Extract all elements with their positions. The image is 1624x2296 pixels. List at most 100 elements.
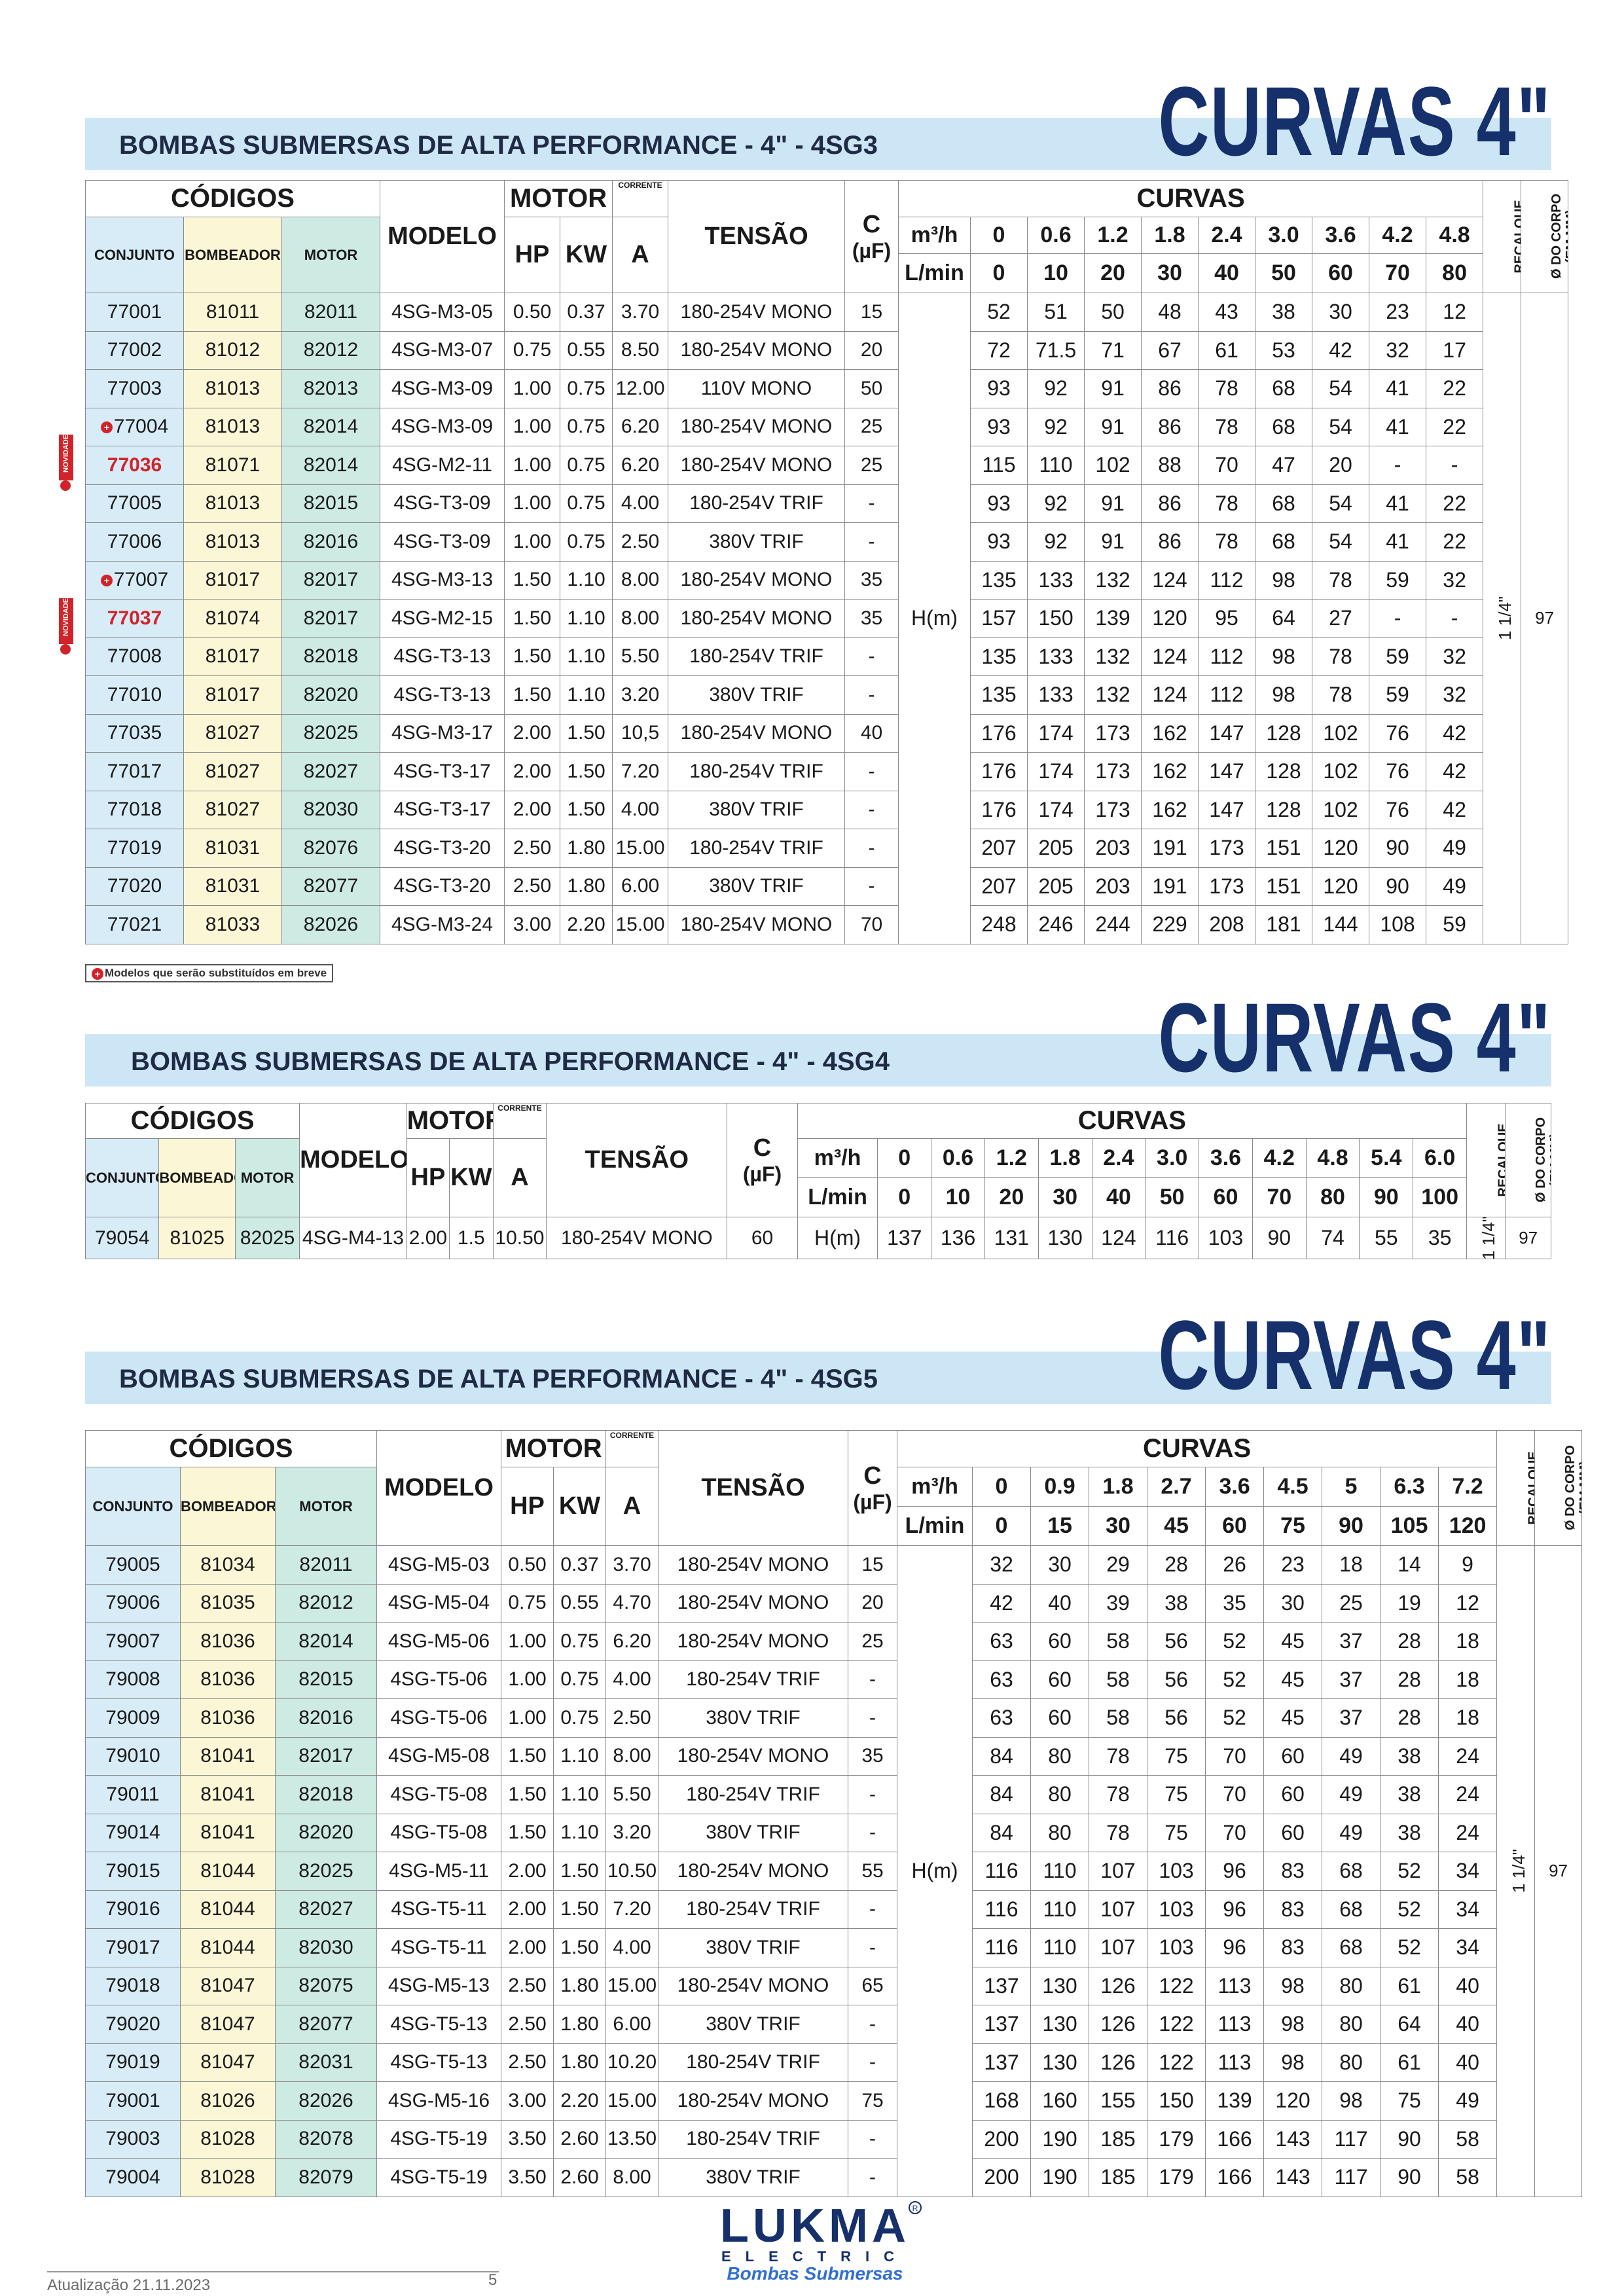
table-row: 77003 81013 82013 4SG-M3-09 1.00 0.75 12.00 110…	[85, 369, 1568, 408]
model-cell: 4SG-M5-04	[376, 1583, 502, 1623]
table-row: 77036 81071 82014 4SG-M2-11 1.00 0.75 6.20 180-…	[85, 446, 1568, 485]
motor-col-header: MOTOR	[281, 217, 381, 293]
head-value-cell: 80	[1030, 1813, 1090, 1852]
head-value-cell: 22	[1426, 484, 1484, 523]
head-value-cell: 37	[1322, 1660, 1381, 1699]
motor-code: 82078	[274, 2119, 378, 2159]
kw-cell: 1.50	[553, 1852, 607, 1891]
flow-lmin-cell: 0	[972, 1506, 1032, 1546]
head-value-cell: 84	[972, 1813, 1032, 1852]
conjunto-value: 77008	[107, 645, 162, 668]
head-value-cell: 68	[1255, 484, 1313, 523]
head-value-cell: 137	[972, 2043, 1032, 2082]
model-cell: 4SG-M2-15	[380, 599, 505, 638]
motor-code: 82077	[274, 2005, 378, 2044]
flow-lmin-cell: 20	[984, 1177, 1039, 1217]
table-row: 79008 81036 82015 4SG-T5-06 1.00 0.75 4.00 180-…	[85, 1660, 1582, 1699]
head-value-cell: 28	[1380, 1660, 1439, 1699]
tensao-cell: 180-254V MONO	[668, 599, 846, 638]
recalque-cell: 1 1/4"	[1483, 293, 1522, 944]
motor-code: 82016	[281, 522, 381, 562]
conjunto-value: 79004	[105, 2166, 160, 2188]
kw-cell: 0.75	[560, 484, 613, 523]
capacitor-cell: 25	[844, 407, 899, 446]
head-value-cell: 76	[1369, 713, 1427, 753]
head-value-cell: 23	[1263, 1545, 1323, 1585]
hp-cell: 3.00	[501, 2081, 554, 2121]
head-value-cell: 132	[1084, 675, 1142, 715]
table-row: 79054 81025 82025 4SG-M4-13 2.00 1.5 10.50 180-…	[84, 1217, 1551, 1259]
kw-cell: 0.75	[553, 1698, 607, 1738]
head-value-cell: 32	[1426, 560, 1484, 600]
conjunto-header: CONJUNTO	[84, 1138, 160, 1217]
motor-col-header: MOTOR	[274, 1467, 378, 1546]
modelo-header: MODELO	[380, 180, 505, 293]
motor-code: 82077	[281, 867, 381, 906]
flow-lmin-cell: 30	[1038, 1177, 1092, 1217]
tensao-cell: 380V TRIF	[658, 1813, 849, 1852]
conjunto-value: 79019	[105, 2051, 160, 2073]
head-value-cell: 190	[1030, 2119, 1090, 2159]
head-value-cell: -	[1426, 599, 1484, 638]
motor-code: 82015	[274, 1660, 378, 1699]
head-value-cell: 143	[1263, 2158, 1323, 2197]
bombeador-code: 81047	[180, 1966, 276, 2005]
head-value-cell: 132	[1084, 560, 1142, 600]
kw-cell: 2.60	[553, 2158, 607, 2197]
amp-cell: 6.20	[612, 407, 669, 446]
amp-cell: 5.50	[612, 637, 669, 676]
head-value-cell: 60	[1030, 1660, 1090, 1699]
head-value-cell: 173	[1198, 867, 1256, 906]
tensao-cell: 380V TRIF	[668, 867, 846, 906]
model-cell: 4SG-M5-13	[376, 1966, 502, 2005]
bombeador-code: 81017	[183, 675, 282, 715]
conjunto-value: 79018	[105, 1975, 160, 1997]
amp-cell: 8.50	[612, 331, 669, 370]
head-value-cell: 12	[1438, 1583, 1498, 1623]
flow-lmin-cell: 80	[1305, 1177, 1360, 1217]
section-header: BOMBAS SUBMERSAS DE ALTA PERFORMANCE - 4…	[85, 982, 1551, 1119]
kw-cell: 1.10	[560, 637, 613, 676]
head-value-cell: 122	[1147, 2005, 1206, 2044]
head-value-cell: 126	[1089, 1966, 1148, 2005]
amp-cell: 8.00	[605, 2158, 659, 2197]
head-value-cell: 40	[1438, 2005, 1498, 2044]
head-value-cell: 54	[1312, 522, 1370, 562]
motor-code: 82020	[274, 1813, 378, 1852]
tensao-cell: 180-254V MONO	[658, 1852, 849, 1891]
hp-cell: 0.50	[504, 293, 561, 332]
flow-m3h-cell: 3.0	[1255, 217, 1313, 254]
bombeador-code: 81013	[183, 522, 282, 562]
table-row: 77021 81033 82026 4SG-M3-24 3.00 2.20 15.00 180…	[85, 905, 1568, 944]
head-value-cell: 28	[1380, 1622, 1439, 1661]
section-header: BOMBAS SUBMERSAS DE ALTA PERFORMANCE - 4…	[85, 1299, 1551, 1437]
head-value-cell: 24	[1438, 1813, 1498, 1852]
conjunto-code: 77017	[85, 752, 184, 791]
flow-m3h-cell: 2.4	[1091, 1138, 1146, 1178]
head-value-cell: 173	[1198, 829, 1256, 868]
head-value-cell: 84	[972, 1775, 1032, 1814]
head-value-cell: 102	[1312, 713, 1370, 753]
capacitor-cell: -	[848, 1890, 898, 1929]
head-value-cell: 78	[1089, 1736, 1148, 1776]
head-value-cell: 124	[1091, 1217, 1146, 1259]
head-value-cell: 34	[1438, 1928, 1498, 1967]
head-value-cell: 63	[972, 1622, 1032, 1661]
head-value-cell: 30	[1030, 1545, 1090, 1585]
head-value-cell: 176	[970, 752, 1028, 791]
head-value-cell: 38	[1255, 293, 1313, 332]
motor-code: 82015	[281, 484, 381, 523]
head-label: H(m)	[898, 293, 971, 944]
conjunto-value: 77021	[107, 913, 162, 935]
amp-cell: 10.50	[605, 1852, 659, 1891]
model-cell: 4SG-T3-17	[380, 752, 505, 791]
model-cell: 4SG-T3-09	[380, 484, 505, 523]
bombeador-code: 81035	[180, 1583, 276, 1623]
head-value-cell: 122	[1147, 1966, 1206, 2005]
head-value-cell: 29	[1089, 1545, 1148, 1585]
head-value-cell: 26	[1205, 1545, 1265, 1585]
capacitor-cell: 65	[848, 1966, 898, 2005]
recalque-cell: 1 1/4"	[1466, 1217, 1506, 1259]
